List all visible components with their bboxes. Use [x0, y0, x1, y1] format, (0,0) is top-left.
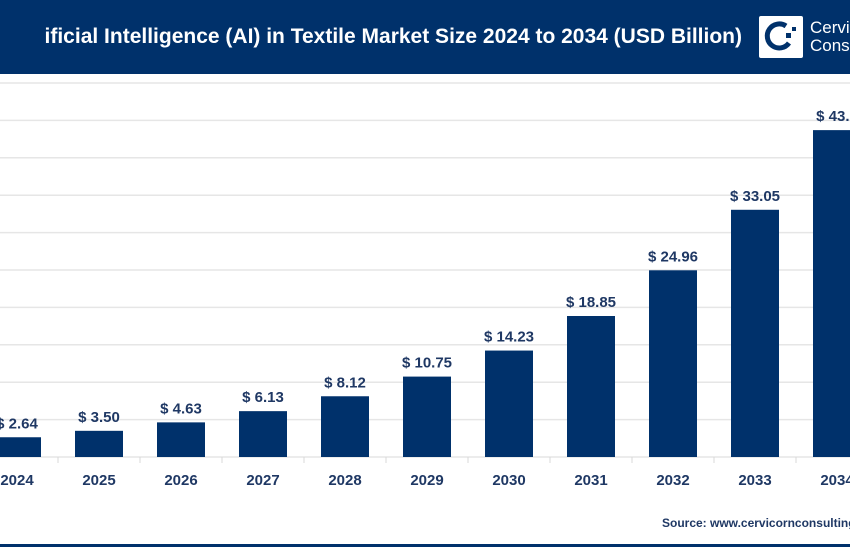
chart-title: ificial Intelligence (AI) in Textile Mar…	[44, 25, 742, 48]
logo-text: Cervicorn Consulting	[810, 19, 850, 55]
x-tick-label-2024: 2024	[0, 472, 34, 489]
x-tick-label-2026: 2026	[164, 472, 197, 489]
bar-2033	[731, 209, 779, 457]
bar-2030	[485, 350, 533, 457]
x-tick-label-2025: 2025	[82, 472, 115, 489]
source-text: Source: www.cervicornconsulting.com	[662, 516, 850, 530]
data-label-2024: $ 2.64	[0, 415, 39, 432]
x-tick-label-2028: 2028	[328, 472, 361, 489]
x-tick-label-2032: 2032	[656, 472, 689, 489]
x-tick-label-2034: 2034	[820, 472, 850, 489]
data-label-2029: $ 10.75	[402, 355, 452, 372]
data-label-2034: $ 43.7	[816, 108, 850, 125]
x-tick-label-2030: 2030	[492, 472, 525, 489]
data-label-2030: $ 14.23	[484, 329, 534, 346]
logo-icon	[759, 16, 803, 58]
data-label-2028: $ 8.12	[324, 374, 366, 391]
x-tick-label-2031: 2031	[574, 472, 607, 489]
x-tick-label-2029: 2029	[410, 472, 443, 489]
data-label-2027: $ 6.13	[242, 389, 284, 406]
bar-2028	[321, 396, 369, 457]
x-tick-label-2033: 2033	[738, 472, 771, 489]
bar-2034	[813, 130, 850, 457]
bar-2026	[157, 422, 205, 457]
x-tick-label-2027: 2027	[246, 472, 279, 489]
data-label-2033: $ 33.05	[730, 188, 780, 205]
data-label-2025: $ 3.50	[78, 409, 120, 426]
bar-2031	[567, 316, 615, 457]
bottom-border	[0, 544, 850, 547]
data-label-2032: $ 24.96	[648, 248, 698, 265]
data-label-2026: $ 4.63	[160, 400, 202, 417]
logo-line2: Consulting	[810, 36, 850, 55]
bar-2032	[649, 270, 697, 457]
logo-line1: Cervicorn	[810, 18, 850, 37]
bar-2025	[75, 430, 123, 457]
header-banner: ificial Intelligence (AI) in Textile Mar…	[0, 0, 850, 74]
bar-2029	[403, 376, 451, 457]
bar-2027	[239, 411, 287, 457]
data-label-2031: $ 18.85	[566, 294, 616, 311]
bar-2024	[0, 437, 41, 457]
